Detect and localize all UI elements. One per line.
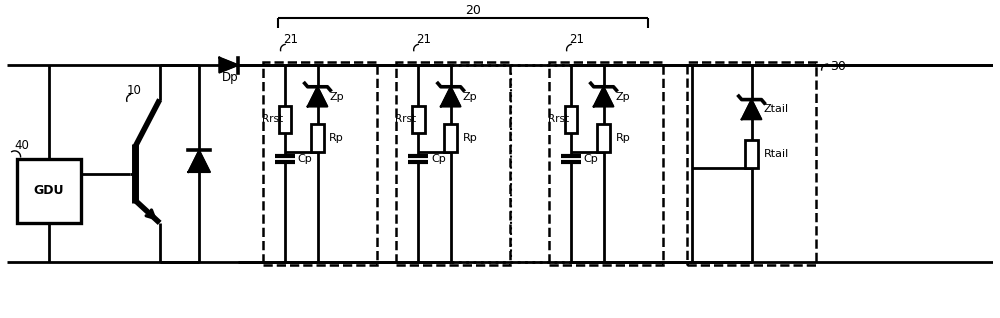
Polygon shape bbox=[594, 87, 613, 107]
Text: Dp: Dp bbox=[221, 71, 238, 84]
Bar bbox=[444, 124, 457, 152]
Text: Rtail: Rtail bbox=[763, 149, 789, 159]
Text: Rp: Rp bbox=[615, 133, 630, 143]
Bar bbox=[412, 106, 425, 133]
Polygon shape bbox=[441, 87, 461, 107]
Text: 40: 40 bbox=[15, 139, 30, 152]
Bar bbox=[17, 159, 81, 223]
Text: Rrst: Rrst bbox=[548, 114, 569, 124]
Bar bbox=[687, 62, 816, 265]
Text: 20: 20 bbox=[465, 4, 481, 17]
Text: Zp: Zp bbox=[615, 92, 630, 102]
Bar bbox=[279, 106, 291, 133]
Text: GDU: GDU bbox=[33, 184, 64, 197]
Polygon shape bbox=[742, 100, 761, 119]
Text: 10: 10 bbox=[127, 84, 142, 97]
Polygon shape bbox=[219, 58, 238, 73]
Bar bbox=[311, 124, 324, 152]
Bar bbox=[565, 106, 577, 133]
Text: Rp: Rp bbox=[329, 133, 344, 143]
Bar bbox=[549, 62, 663, 265]
Text: Ztail: Ztail bbox=[763, 104, 789, 114]
Text: Rrst: Rrst bbox=[262, 114, 283, 124]
Text: Zp: Zp bbox=[329, 92, 344, 102]
Text: Rrst: Rrst bbox=[395, 114, 416, 124]
Text: Cp: Cp bbox=[584, 154, 599, 164]
Text: 21: 21 bbox=[569, 33, 584, 46]
Polygon shape bbox=[308, 87, 327, 107]
Text: Cp: Cp bbox=[298, 154, 313, 164]
Text: 30: 30 bbox=[830, 60, 846, 73]
Bar bbox=[396, 62, 510, 265]
Bar bbox=[745, 140, 758, 168]
Text: Rp: Rp bbox=[463, 133, 477, 143]
Bar bbox=[597, 124, 610, 152]
Bar bbox=[263, 62, 377, 265]
Polygon shape bbox=[188, 150, 210, 172]
Text: Zp: Zp bbox=[463, 92, 477, 102]
Text: Cp: Cp bbox=[431, 154, 446, 164]
Text: 21: 21 bbox=[416, 33, 431, 46]
Text: 21: 21 bbox=[283, 33, 298, 46]
